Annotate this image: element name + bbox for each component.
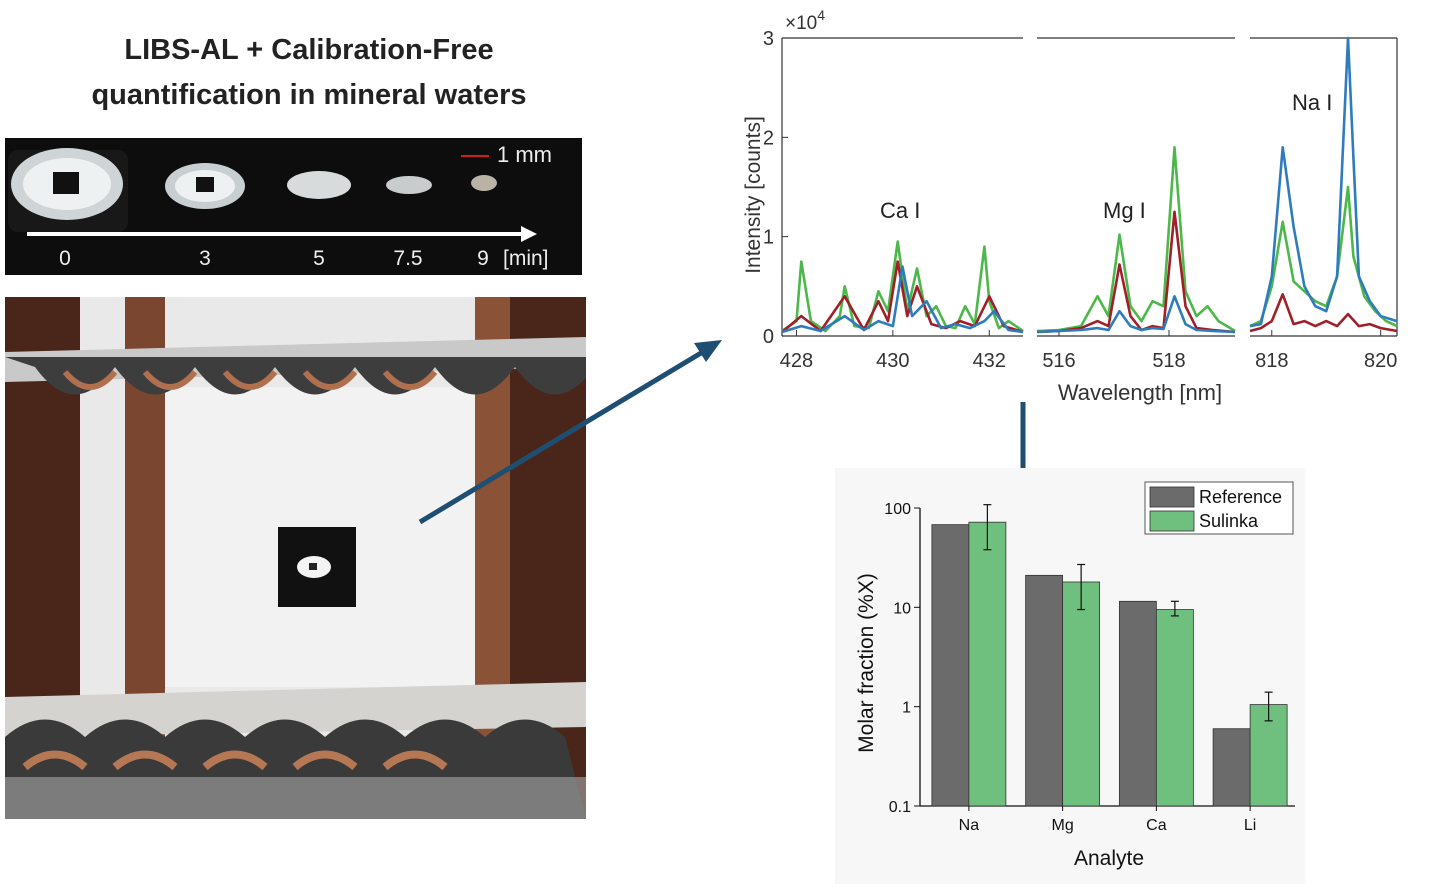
x-tick-label: 518 (1152, 350, 1185, 372)
title-line-2: quantification in mineral waters (91, 79, 527, 111)
y-tick-label: 0 (763, 326, 774, 348)
scale-bar-label: 1 mm (497, 142, 552, 167)
lower-base (5, 777, 586, 819)
x-tick-label: 820 (1364, 350, 1397, 372)
x-tick-label: 430 (876, 350, 909, 372)
bars-svg: 0.1 1 10 100 Na Mg Ca Li Reference Sulinka Molar … (855, 481, 1295, 870)
spectra-y-multiplier: ×104 (785, 7, 825, 34)
y-tick-label: 3 (763, 28, 774, 50)
spectrum-line-darkred (1249, 292, 1398, 333)
time-arrow-head (521, 226, 537, 242)
bars-y-tick-label: 100 (884, 501, 911, 518)
bar-sulinka (1062, 581, 1101, 807)
peak-annotation: Ca I (880, 198, 920, 223)
arrow-photo-to-spectra-head (694, 340, 722, 362)
bars-y-tick-label: 1 (902, 700, 911, 717)
legend-label: Reference (1199, 487, 1282, 507)
spectra-chart: 0 1 2 3 428 430 432 Ca I 516 518 Mg I 818 820 Na I In… (730, 5, 1410, 415)
bars-x-tick-label: Ca (1146, 817, 1167, 834)
droplet-5 (287, 171, 351, 199)
spectrum-line-green (1036, 146, 1236, 333)
bar-sulinka (1155, 609, 1194, 807)
legend-label: Sulinka (1199, 511, 1259, 531)
bars-x-axis-label: Analyte (1074, 847, 1144, 870)
levitator-photo (5, 297, 586, 819)
title-line-1: LIBS-AL + Calibration-Free (124, 34, 494, 66)
bar-reference (1025, 574, 1064, 807)
spectrum-line-darkred (781, 260, 1024, 334)
peak-annotation: Na I (1292, 90, 1332, 115)
time-label: 3 (199, 247, 211, 270)
spectrum-line-blue (1036, 294, 1236, 334)
x-tick-label: 516 (1042, 350, 1075, 372)
legend-swatch-reference (1149, 486, 1195, 508)
bar-reference (1118, 600, 1157, 807)
droplet-strip-graphic: 1 mm 0 3 5 7.5 9 [min] (8, 142, 552, 270)
spectra-x-axis-label: Wavelength [nm] (1058, 380, 1222, 405)
x-tick-label: 818 (1255, 350, 1288, 372)
spectrum-line-green (1249, 185, 1398, 328)
spectra-y-axis-label: Intensity [counts] (742, 116, 765, 274)
legend-swatch-sulinka (1149, 510, 1195, 532)
bar-reference (931, 524, 970, 807)
droplet-9 (471, 175, 497, 191)
bars-y-axis-label: Molar fraction (%X) (855, 573, 878, 753)
time-label: 9 (477, 247, 489, 270)
levitator-illustration (5, 297, 586, 819)
peak-annotation: Mg I (1103, 198, 1146, 223)
time-label: 7.5 (393, 247, 422, 270)
droplet-7-5 (386, 176, 432, 194)
spectrum-line-blue (1249, 36, 1398, 328)
figure-title: LIBS-AL + Calibration-Free quantificatio… (20, 28, 598, 118)
bar-sulinka (968, 521, 1007, 807)
x-tick-label: 428 (780, 350, 813, 372)
spectra-y-multiplier-base: ×10 (785, 13, 817, 34)
spectra-y-multiplier-exp: 4 (817, 7, 825, 23)
time-unit-label: [min] (503, 247, 549, 270)
time-label: 0 (59, 247, 71, 270)
y-tick-label: 2 (763, 127, 774, 149)
bars-y-tick-label: 0.1 (889, 799, 911, 816)
droplet-0-window (53, 172, 79, 194)
bar-reference (1212, 728, 1251, 807)
bars-x-tick-label: Mg (1052, 817, 1074, 834)
bars-x-tick-label: Na (959, 817, 980, 834)
molar-fraction-chart: 0.1 1 10 100 Na Mg Ca Li Reference Sulinka Molar … (835, 468, 1305, 884)
bars-x-tick-label: Li (1244, 817, 1256, 834)
y-tick-label: 1 (763, 227, 774, 249)
x-tick-label: 432 (973, 350, 1006, 372)
spectrum-line-blue (781, 265, 1024, 334)
time-label: 5 (313, 247, 325, 270)
spectra-svg: 0 1 2 3 428 430 432 Ca I 516 518 Mg I 818 820 Na I In… (742, 7, 1398, 405)
bars-y-tick-label: 10 (893, 600, 911, 617)
bars-legend: Reference Sulinka (1144, 481, 1294, 535)
droplet-evolution-strip: 1 mm 0 3 5 7.5 9 [min] (5, 138, 582, 275)
